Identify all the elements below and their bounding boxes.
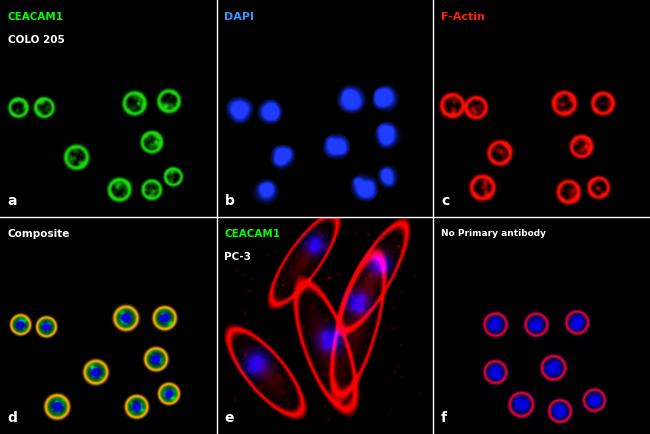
Text: d: d [8, 411, 18, 425]
Text: No Primary antibody: No Primary antibody [441, 229, 546, 238]
Text: Composite: Composite [8, 229, 70, 239]
Text: CEACAM1: CEACAM1 [224, 229, 280, 239]
Text: f: f [441, 411, 447, 425]
Text: e: e [224, 411, 234, 425]
Text: CEACAM1: CEACAM1 [8, 12, 64, 22]
Text: b: b [224, 194, 234, 208]
Text: a: a [8, 194, 17, 208]
Text: PC-3: PC-3 [224, 252, 252, 262]
Text: F-Actin: F-Actin [441, 12, 485, 22]
Text: DAPI: DAPI [224, 12, 254, 22]
Text: c: c [441, 194, 449, 208]
Text: COLO 205: COLO 205 [8, 35, 64, 45]
